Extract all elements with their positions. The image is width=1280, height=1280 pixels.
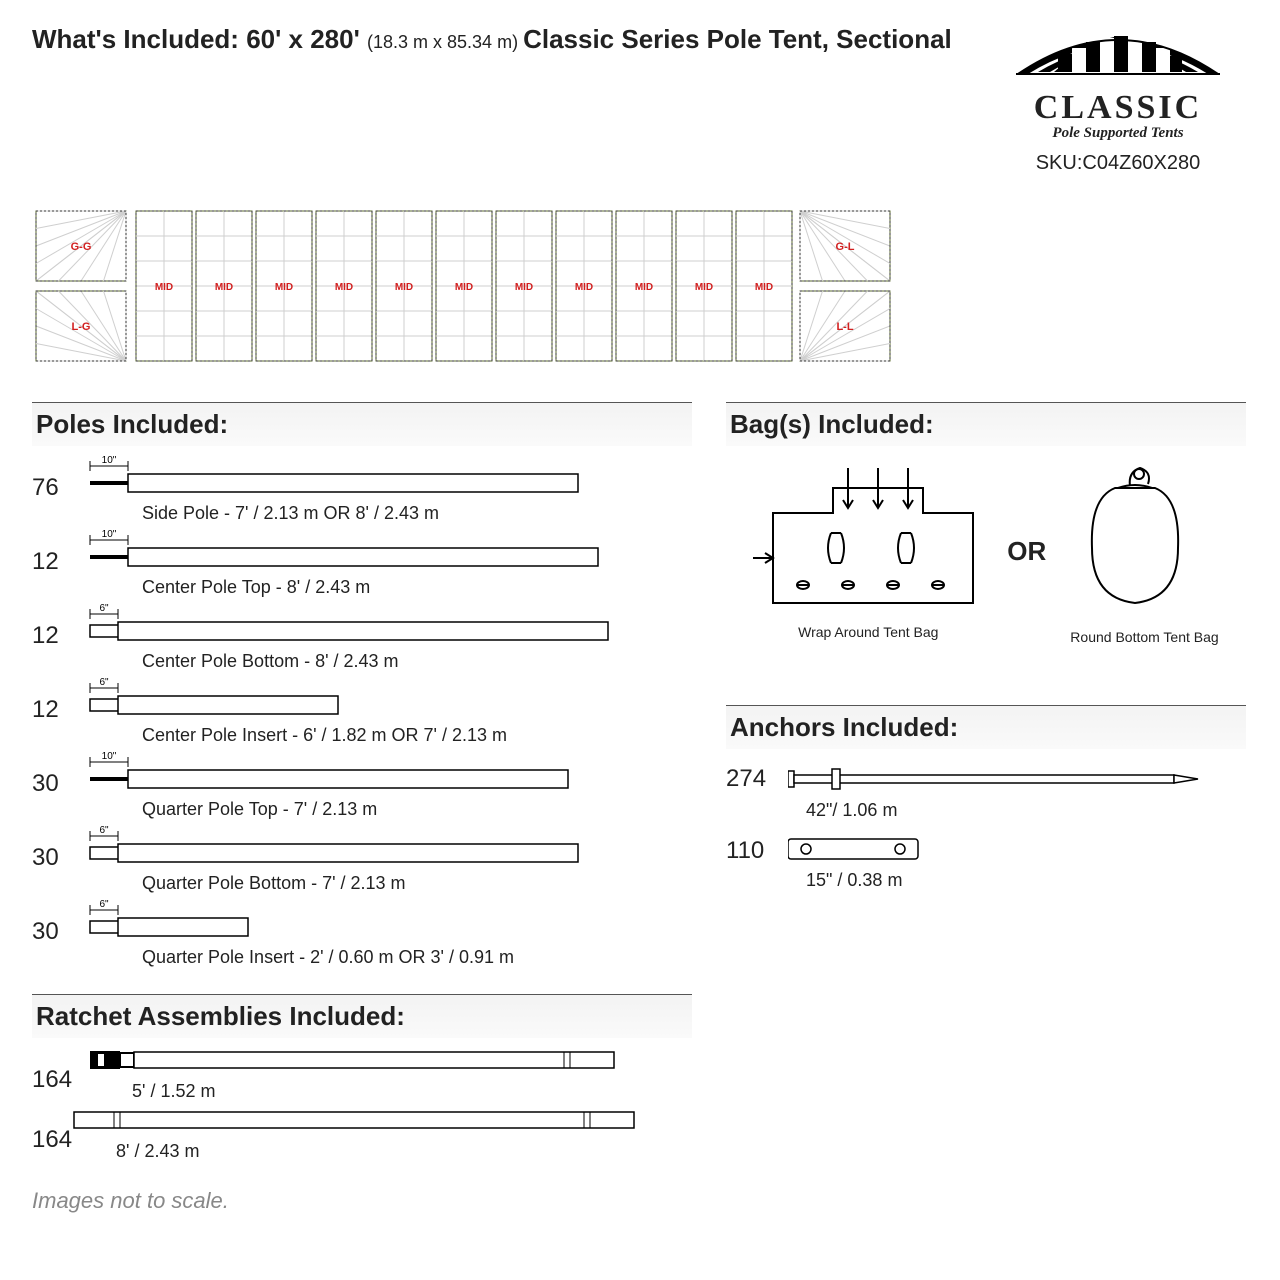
ratchets-list: 164 5' / 1.52 m 164 8' / 2.43 m (32, 1048, 692, 1162)
svg-text:MID: MID (215, 282, 233, 293)
sku: SKU:C04Z60X280 (988, 152, 1248, 175)
item-qty: 76 (32, 456, 88, 502)
list-item: 12 6" Center Pole Bottom - 8' / 2.43 m (32, 604, 692, 672)
item-label: Center Pole Top - 8' / 2.43 m (142, 577, 692, 598)
wrap-bag-caption: Wrap Around Tent Bag (753, 624, 983, 640)
logo-brand: CLASSIC (988, 89, 1248, 127)
wrap-bag-block: Wrap Around Tent Bag (753, 463, 983, 640)
item-qty: 12 (32, 604, 88, 650)
svg-text:6": 6" (99, 826, 109, 836)
item-label: Quarter Pole Bottom - 7' / 2.13 m (142, 873, 692, 894)
item-qty: 30 (32, 752, 88, 798)
round-bag-block: Round Bottom Tent Bag (1070, 458, 1218, 645)
tent-sectional-diagram: G-G L-G MID MID MID MID MID MID MID MID MID MID MID G… (32, 189, 1248, 394)
svg-text:MID: MID (515, 282, 533, 293)
title-metric: (18.3 m x 85.34 m) (367, 32, 523, 52)
footnote: Images not to scale. (32, 1188, 692, 1214)
title-product: Classic Series Pole Tent, Sectional (523, 24, 952, 54)
anchor-qty: 274 (726, 765, 788, 793)
anchors-section-label: Anchors Included: (726, 705, 1246, 749)
item-label: Center Pole Bottom - 8' / 2.43 m (142, 651, 692, 672)
item-label: Side Pole - 7' / 2.13 m OR 8' / 2.43 m (142, 503, 692, 524)
item-label: Center Pole Insert - 6' / 1.82 m OR 7' /… (142, 725, 692, 746)
anchor-item: 110 15" / 0.38 m (726, 837, 1246, 891)
svg-text:L-L: L-L (836, 321, 853, 333)
svg-text:MID: MID (275, 282, 293, 293)
header-row: What's Included: 60' x 280' (18.3 m x 85… (32, 24, 1248, 175)
title-size: 60' x 280' (246, 24, 360, 54)
right-column: Bag(s) Included: (726, 402, 1246, 1214)
svg-text:L-G: L-G (72, 321, 91, 333)
item-qty: 164 (32, 1048, 88, 1094)
item-label: 8' / 2.43 m (116, 1141, 692, 1162)
logo-block: CLASSIC Pole Supported Tents SKU:C04Z60X… (988, 24, 1248, 175)
svg-text:6": 6" (99, 900, 109, 910)
bags-row: Wrap Around Tent Bag OR Round Bottom Ten… (726, 458, 1246, 645)
svg-text:6": 6" (99, 604, 109, 614)
poles-section-label: Poles Included: (32, 402, 692, 446)
svg-text:MID: MID (155, 282, 173, 293)
item-label: 5' / 1.52 m (132, 1081, 692, 1102)
item-qty: 164 (32, 1108, 72, 1154)
bags-section-label: Bag(s) Included: (726, 402, 1246, 446)
svg-text:MID: MID (335, 282, 353, 293)
svg-text:MID: MID (455, 282, 473, 293)
item-qty: 30 (32, 900, 88, 946)
svg-text:10": 10" (102, 456, 117, 466)
list-item: 12 10" Center Pole Top - 8' / 2.43 m (32, 530, 692, 598)
list-item: 164 5' / 1.52 m (32, 1048, 692, 1102)
anchor-item: 274 42"/ 1.06 m (726, 765, 1246, 821)
svg-text:G-G: G-G (71, 241, 92, 253)
anchor-label: 42"/ 1.06 m (806, 800, 1208, 821)
title-prefix: What's Included: (32, 24, 246, 54)
item-label: Quarter Pole Top - 7' / 2.13 m (142, 799, 692, 820)
anchors-list: 274 42"/ 1.06 m 110 15" / 0.38 m (726, 765, 1246, 891)
item-qty: 12 (32, 678, 88, 724)
svg-text:MID: MID (755, 282, 773, 293)
item-qty: 12 (32, 530, 88, 576)
svg-text:MID: MID (635, 282, 653, 293)
round-bag-icon (1070, 458, 1200, 618)
wrap-bag-icon (753, 463, 983, 613)
svg-text:MID: MID (695, 282, 713, 293)
page-title: What's Included: 60' x 280' (18.3 m x 85… (32, 24, 952, 55)
list-item: 76 10" Side Pole - 7' / 2.13 m OR 8' / 2.4… (32, 456, 692, 524)
tent-logo-icon (1008, 24, 1228, 84)
list-item: 30 6" Quarter Pole Insert - 2' / 0.60 m OR… (32, 900, 692, 968)
svg-text:G-L: G-L (836, 241, 855, 253)
round-bag-caption: Round Bottom Tent Bag (1070, 629, 1218, 645)
tent-diagram-svg: G-G L-G MID MID MID MID MID MID MID MID MID MID MID G… (32, 189, 912, 389)
item-qty: 30 (32, 826, 88, 872)
svg-text:6": 6" (99, 678, 109, 688)
list-item: 30 6" Quarter Pole Bottom - 7' / 2.13 m (32, 826, 692, 894)
left-column: Poles Included: 76 10" Side Pole - 7' / 2.… (32, 402, 692, 1214)
poles-list: 76 10" Side Pole - 7' / 2.13 m OR 8' / 2.4… (32, 456, 692, 968)
ratchets-section-label: Ratchet Assemblies Included: (32, 994, 692, 1038)
list-item: 164 8' / 2.43 m (32, 1108, 692, 1162)
logo-tagline: Pole Supported Tents (988, 125, 1248, 142)
list-item: 12 6" Center Pole Insert - 6' / 1.82 m OR … (32, 678, 692, 746)
anchor-label: 15" / 0.38 m (806, 870, 948, 891)
svg-text:MID: MID (575, 282, 593, 293)
anchor-qty: 110 (726, 837, 788, 865)
item-label: Quarter Pole Insert - 2' / 0.60 m OR 3' … (142, 947, 692, 968)
svg-text:10": 10" (102, 530, 117, 540)
bags-or: OR (1007, 536, 1046, 567)
svg-text:MID: MID (395, 282, 413, 293)
list-item: 30 10" Quarter Pole Top - 7' / 2.13 m (32, 752, 692, 820)
svg-text:10": 10" (102, 752, 117, 762)
content-columns: Poles Included: 76 10" Side Pole - 7' / 2.… (32, 402, 1248, 1214)
